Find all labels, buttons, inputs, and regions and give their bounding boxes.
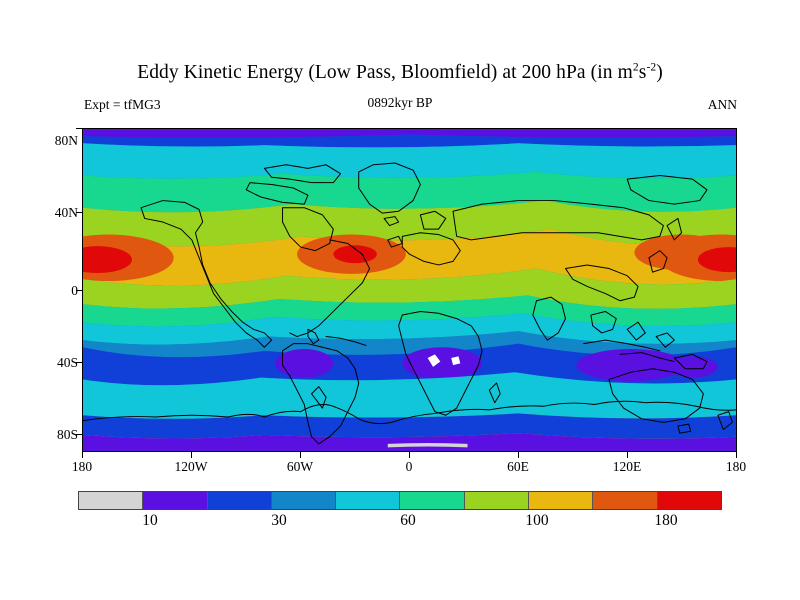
colorbar-segment-9[interactable]: [656, 492, 721, 509]
colorbar-segment-1[interactable]: [142, 492, 207, 509]
title-text: Eddy Kinetic Energy (Low Pass, Bloomfiel…: [137, 62, 633, 83]
x-major-tick: [627, 452, 628, 458]
colorbar-segment-2[interactable]: [206, 492, 271, 509]
colorbar-segment-0[interactable]: [79, 492, 143, 509]
colorbar-label-180: 180: [654, 512, 678, 529]
colorbar-segment-3[interactable]: [270, 492, 336, 509]
x-tick-label-60e: 60E: [507, 459, 529, 474]
y-tick-label-80s: 80S: [56, 427, 78, 442]
colorbar-segment-5[interactable]: [399, 492, 464, 509]
x-tick-label-60w: 60W: [286, 459, 314, 474]
y-major-tick: [76, 212, 82, 213]
colorbar-segment-4[interactable]: [335, 492, 400, 509]
y-major-tick: [76, 434, 82, 435]
x-tick-label-120w: 120W: [174, 459, 208, 474]
title-post: ): [656, 62, 663, 83]
colorbar-label-30: 30: [271, 512, 287, 529]
season-label: ANN: [707, 97, 737, 112]
x-tick-label-120e: 120E: [612, 459, 642, 474]
x-tick-label-180w: 180: [71, 459, 93, 474]
period-label: 0892kyr BP: [367, 95, 433, 110]
y-tick-label-40n: 40N: [54, 205, 78, 220]
page-title: Eddy Kinetic Energy (Low Pass, Bloomfiel…: [0, 62, 800, 84]
experiment-label: Expt = tfMG3: [84, 97, 161, 112]
x-major-tick: [409, 452, 410, 458]
colorbar[interactable]: [78, 491, 722, 510]
y-major-tick: [76, 362, 82, 363]
y-tick-label-0: 0: [71, 283, 78, 298]
colorbar-segment-6[interactable]: [463, 492, 529, 509]
title-mid: s: [638, 62, 647, 83]
x-tick-label-180e: 180: [725, 459, 747, 474]
y-major-tick: [76, 128, 82, 129]
y-major-tick: [76, 290, 82, 291]
x-major-tick: [736, 452, 737, 458]
colorbar-label-100: 100: [525, 512, 549, 529]
x-major-tick: [82, 452, 83, 458]
map-overlay: [83, 162, 736, 451]
coastlines: [83, 162, 736, 445]
y-tick-label-80n: 80N: [54, 133, 78, 148]
title-sup-2: -2: [646, 61, 657, 74]
colorbar-segment-8[interactable]: [592, 492, 657, 509]
colorbar-segment-7[interactable]: [528, 492, 593, 509]
x-major-tick: [300, 452, 301, 458]
x-tick-label-0: 0: [405, 459, 413, 474]
y-tick-label-40s: 40S: [56, 355, 78, 370]
title-sup-1: 2: [632, 61, 639, 74]
colorbar-label-60: 60: [400, 512, 416, 529]
x-major-tick: [518, 452, 519, 458]
x-major-tick: [191, 452, 192, 458]
colorbar-label-10: 10: [142, 512, 158, 529]
map-plot-area: [82, 128, 737, 452]
